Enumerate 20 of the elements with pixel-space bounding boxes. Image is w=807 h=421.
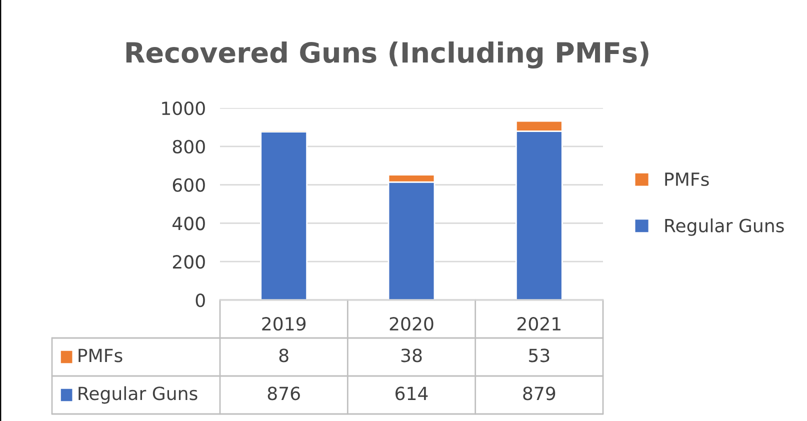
data-label: 879 bbox=[523, 386, 556, 400]
legend-label: Regular Guns bbox=[665, 218, 784, 236]
data-label: 614 bbox=[396, 386, 428, 400]
data-label: 53 bbox=[529, 348, 550, 362]
y-tick-label: 1000 bbox=[162, 101, 205, 116]
x-tick-label: 2019 bbox=[262, 316, 306, 331]
x-tick-label: 2020 bbox=[390, 316, 434, 331]
y-tick-label: 400 bbox=[172, 216, 205, 230]
text: Regular Guns bbox=[78, 386, 198, 404]
y-tick-label: 800 bbox=[172, 140, 205, 154]
data-label: 876 bbox=[268, 386, 300, 400]
y-tick-label: 600 bbox=[172, 178, 205, 192]
y-tick-label: 200 bbox=[172, 255, 205, 269]
data-label: 38 bbox=[401, 348, 422, 362]
chart-title: Recovered Guns (Including PMFs) bbox=[126, 41, 648, 69]
text: PMFs bbox=[78, 348, 122, 362]
y-tick-label: 0 bbox=[196, 293, 205, 308]
legend-label: PMFs bbox=[665, 172, 709, 186]
x-tick-label: 2021 bbox=[518, 316, 560, 331]
data-label: 8 bbox=[279, 348, 288, 362]
